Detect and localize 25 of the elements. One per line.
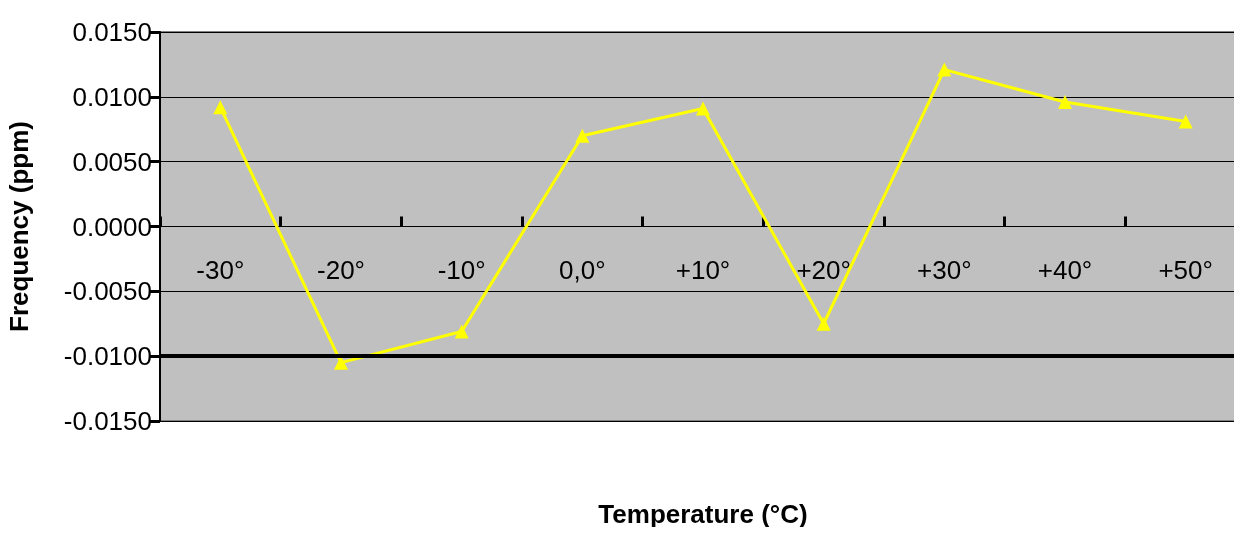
y-tick-label: -0.0050 xyxy=(63,276,152,307)
x-tick-label: -20° xyxy=(317,254,365,285)
y-tick-label: 0.0050 xyxy=(72,146,152,177)
point xyxy=(575,128,590,143)
x-tick-label: -30° xyxy=(196,254,245,285)
y-tick-label: 0.0150 xyxy=(72,17,152,47)
y-tick-label: -0.0100 xyxy=(63,341,152,372)
x-tick-label: +50° xyxy=(1158,254,1213,285)
point xyxy=(816,316,831,331)
x-tick-label: -10° xyxy=(437,254,486,285)
x-tick-label: +30° xyxy=(917,254,972,285)
x-tick-label: +40° xyxy=(1037,254,1093,285)
point xyxy=(696,101,710,116)
point xyxy=(1058,95,1072,110)
x-tick-label: +20° xyxy=(796,254,851,285)
x-tick-label: +10° xyxy=(675,254,731,285)
point xyxy=(937,62,952,77)
point xyxy=(213,100,228,115)
point xyxy=(1178,114,1193,129)
point xyxy=(454,324,469,339)
x-tick-label: 0,0° xyxy=(559,254,606,285)
y-axis-title: Frequency (ppm) xyxy=(4,121,34,332)
y-tick-label: 0.0100 xyxy=(72,81,152,112)
y-tick-label: -0.0150 xyxy=(63,406,152,436)
y-tick-label: 0.0000 xyxy=(72,211,152,242)
